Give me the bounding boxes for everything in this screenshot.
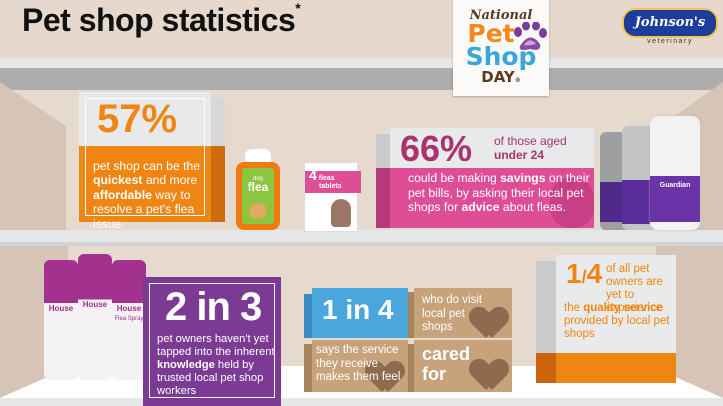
stat-description: are unaware that a pet shop can be the q… — [93, 144, 207, 231]
text-part: on their pet bills, by asking their loca… — [408, 171, 590, 214]
guardian-label: Guardian — [659, 182, 691, 189]
bottle-label: Guardian — [650, 176, 700, 222]
stat-value: 1 in 4 — [322, 294, 394, 325]
johnsons-subtitle: veterinary — [647, 38, 693, 45]
can-label-house: House — [82, 300, 108, 309]
top-shelf-underside — [0, 68, 723, 90]
text-part: way to resolve a pet's flea issue — [93, 187, 195, 231]
label-flea: flea — [247, 180, 269, 194]
left-side-wall-upper — [0, 82, 66, 230]
fraction-denominator: 4 — [586, 258, 603, 289]
text-emphasis: quality service — [583, 302, 664, 314]
tablets-word: tablets — [319, 183, 342, 190]
crate-bottom-right: cared for — [414, 340, 512, 392]
crate-blue: 1 in 4 — [312, 288, 408, 338]
stat-card-2-in-3: 2 in 3 pet owners haven't yet tapped int… — [143, 277, 281, 406]
page-title: Pet shop statistics* — [22, 0, 301, 39]
text-part: pet owners haven't yet tapped into the i… — [157, 333, 275, 358]
card-side — [376, 134, 390, 228]
crate-text: who do visit local pet shops — [422, 294, 483, 333]
card-side — [211, 98, 225, 222]
guardian-spray-bottles: Guardian — [600, 110, 710, 230]
national-pet-shop-day-logo: National Pet Shop DAY® — [453, 0, 549, 96]
johnsons-logo: Johnson's — [622, 8, 718, 38]
stat-description: the quality service provided by local pe… — [564, 302, 674, 341]
logo-registered-mark: ® — [514, 77, 521, 84]
stat-value-fraction: 1/4 — [566, 258, 603, 289]
text-part: pet shop can be the — [93, 158, 201, 173]
top-shelf-board — [0, 58, 723, 68]
label-dog: dog — [252, 176, 263, 182]
crate-text-cared-for: cared for — [422, 344, 471, 384]
stat-value: 57% — [97, 97, 178, 141]
stat-description: could be making savings on their pet bil… — [408, 171, 594, 215]
stat-card-57-percent: 57% are unaware that a pet shop can be t… — [79, 92, 225, 231]
crate-side — [408, 292, 414, 338]
tablets-fleas: fleas — [318, 175, 335, 182]
text-part: provided by local pet shops — [564, 315, 670, 340]
paw-print-icon — [514, 22, 547, 50]
card-frame — [149, 283, 275, 398]
title-text: Pet shop statistics — [22, 2, 296, 38]
text-part: held by trusted local pet shop workers — [157, 359, 264, 397]
tablets-count: 4 — [309, 167, 317, 183]
logo-pet: Pet — [467, 19, 515, 48]
flea-tablets-box: 4 fleas tablets — [304, 162, 361, 232]
spray-can-middle: House — [78, 254, 112, 380]
crate-blue-side — [304, 294, 312, 338]
can-label-house: House — [48, 304, 74, 313]
flea-shampoo-bottle: dog flea — [236, 148, 280, 230]
house-flea-spray-cans: House House House Flea Spray — [44, 254, 148, 384]
text-emphasis: affordable — [93, 187, 152, 202]
bottle-label: dog flea — [242, 168, 274, 224]
card-front — [390, 128, 594, 228]
card-side — [536, 261, 556, 383]
text-part: and more — [142, 173, 198, 187]
heart-icon — [472, 360, 506, 390]
stat-intro: are unaware that a — [93, 144, 195, 158]
spray-bottle-front: Guardian — [650, 116, 700, 230]
stat-qualifier: of those aged — [494, 134, 567, 148]
text-emphasis: quickest — [93, 173, 143, 187]
spray-can-right: House Flea Spray — [112, 260, 146, 380]
stat-value: 2 in 3 — [165, 285, 262, 329]
stat-qualifier-age: under 24 — [494, 148, 545, 162]
text-emphasis: knowledge — [157, 359, 215, 371]
title-asterisk: * — [295, 0, 301, 16]
crate-top-right: who do visit local pet shops — [414, 288, 512, 338]
middle-shelf-edge — [0, 242, 723, 246]
card-front — [79, 92, 211, 222]
card-frame — [85, 98, 205, 216]
crate-text: says the service they receive makes them… — [316, 344, 401, 383]
card-front — [556, 255, 676, 383]
dog-illustration — [249, 203, 267, 219]
crate-bottom-left: says the service they receive makes them… — [312, 340, 408, 392]
stat-value: 66% — [400, 128, 473, 169]
spray-can-left: House — [44, 260, 78, 380]
stat-crates-1-in-4: 1 in 4 who do visit local pet shops says… — [304, 288, 512, 392]
stat-qualifier: of all pet owners are yet to experience — [606, 263, 663, 314]
logo-day-text: DAY — [481, 68, 515, 86]
crate-side — [304, 344, 312, 392]
tablets-label: 4 fleas tablets — [305, 168, 361, 193]
paw-watermark — [550, 178, 594, 228]
bottom-shelf-edge — [0, 398, 723, 406]
top-wall — [0, 0, 723, 58]
text-part: about fleas. — [499, 200, 566, 214]
can-label-house: House — [116, 304, 142, 313]
text-part: the — [564, 302, 584, 314]
text-part: could be making — [408, 171, 501, 185]
can-label-flea-spray: Flea Spray — [114, 316, 144, 322]
logo-national: National — [469, 8, 533, 23]
stat-card-66-percent: 66% of those aged under 24 could be maki… — [376, 128, 594, 228]
fraction-numerator: 1 — [566, 258, 582, 289]
text-emphasis: advice — [461, 200, 500, 214]
crate-side — [408, 344, 414, 392]
stat-description: pet owners haven't yet tapped into the i… — [157, 333, 277, 398]
logo-day: DAY® — [453, 69, 549, 89]
stat-card-one-quarter: 1/4 of all pet owners are yet to experie… — [536, 255, 676, 383]
cat-illustration — [331, 199, 351, 227]
middle-shelf-board — [0, 230, 723, 242]
text-emphasis: savings — [500, 171, 546, 185]
